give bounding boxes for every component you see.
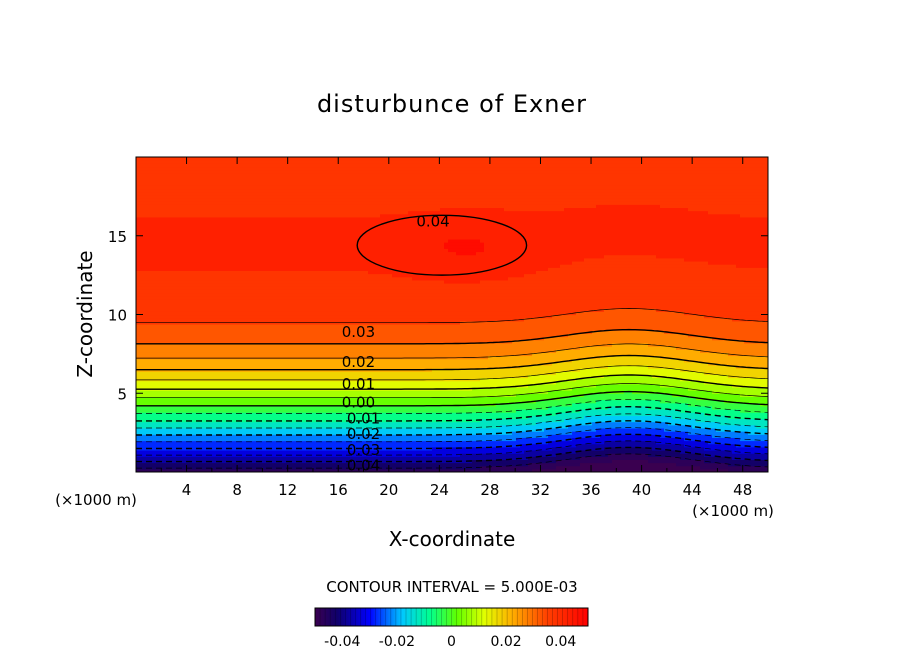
field-cell (328, 157, 333, 161)
field-cell (136, 157, 141, 161)
field-cell (324, 157, 329, 161)
field-cell (232, 157, 237, 161)
field-cell (228, 157, 233, 161)
field-cell (152, 157, 157, 161)
field-cell (160, 157, 165, 161)
field-cell (188, 157, 193, 161)
field-cell (280, 157, 285, 161)
field-cell (308, 157, 313, 161)
field-cell (264, 157, 269, 161)
field-cell (288, 157, 293, 161)
field-cell (172, 157, 177, 161)
field-cell (148, 157, 153, 161)
field-cell (312, 157, 317, 161)
field-cell (220, 157, 225, 161)
field-cell (268, 157, 273, 161)
field-cell (224, 157, 229, 161)
field-cell (272, 157, 277, 161)
field-cell (260, 157, 265, 161)
field-cell (292, 157, 297, 161)
color-bands (136, 157, 769, 473)
field-cell (144, 157, 149, 161)
field-cell (256, 157, 261, 161)
field-cell (248, 157, 253, 161)
field-cell (180, 157, 185, 161)
field-cell (168, 157, 173, 161)
field-cell (140, 157, 145, 161)
field-cell (304, 157, 309, 161)
field-cell (216, 157, 221, 161)
field-cell (320, 157, 325, 161)
field-cell (208, 157, 213, 161)
field-cell (176, 157, 181, 161)
field-cell (252, 157, 257, 161)
field-cell (244, 157, 249, 161)
field-cell (212, 157, 217, 161)
field-cell (200, 157, 205, 161)
field-cell (296, 157, 301, 161)
field-cell (156, 157, 161, 161)
field-cell (300, 157, 305, 161)
field-cell (204, 157, 209, 161)
field-cell (276, 157, 281, 161)
field-cell (164, 157, 169, 161)
field-cell (240, 157, 245, 161)
field-cell (316, 157, 321, 161)
field-cell (192, 157, 197, 161)
field-cell (196, 157, 201, 161)
chart-title: disturbunce of Exner (317, 90, 587, 118)
